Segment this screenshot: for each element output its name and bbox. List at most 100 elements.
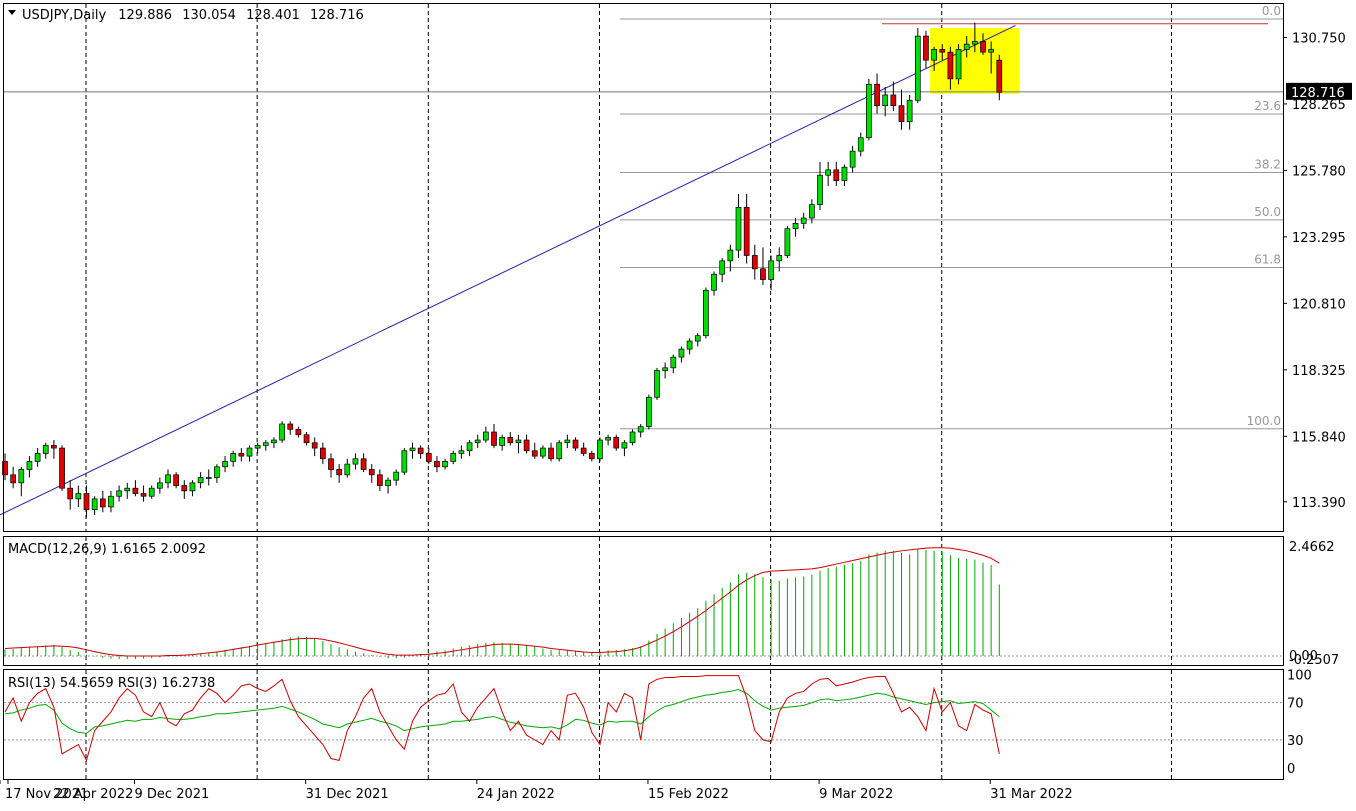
candle[interactable] — [800, 212, 807, 229]
candle[interactable] — [580, 442, 587, 457]
candle[interactable] — [214, 464, 220, 483]
trendline[interactable] — [0, 24, 1016, 520]
candle[interactable] — [26, 456, 33, 478]
candle[interactable] — [230, 450, 237, 467]
candle[interactable] — [42, 442, 49, 459]
candle[interactable] — [377, 469, 383, 491]
candle[interactable] — [483, 426, 489, 443]
candle[interactable] — [963, 36, 970, 58]
price-pane[interactable]: 0.0 23.6 38.2 50.0 61.8 100.0 — [0, 4, 1283, 520]
candle[interactable] — [434, 456, 440, 473]
candle[interactable] — [686, 338, 693, 355]
candle[interactable] — [923, 30, 929, 69]
candle[interactable] — [866, 78, 872, 141]
candle[interactable] — [254, 442, 261, 454]
candle[interactable] — [703, 287, 709, 339]
candle[interactable] — [148, 485, 155, 499]
price-axis[interactable]: 130.750 128.265 125.780 123.295 120.810 118.3… — [1283, 31, 1352, 511]
candle[interactable] — [140, 485, 147, 502]
candle[interactable] — [874, 73, 880, 114]
candle[interactable] — [588, 450, 595, 462]
candle[interactable] — [996, 54, 1003, 101]
candle[interactable] — [246, 445, 253, 462]
candle[interactable] — [157, 477, 163, 494]
candle[interactable] — [417, 445, 424, 459]
candle[interactable] — [189, 480, 196, 497]
candle[interactable] — [466, 440, 473, 457]
candle[interactable] — [51, 440, 57, 459]
candle[interactable] — [287, 421, 294, 435]
candle[interactable] — [548, 442, 554, 462]
candle[interactable] — [947, 46, 954, 90]
candle[interactable] — [792, 218, 799, 237]
candle[interactable] — [637, 423, 644, 438]
candle[interactable] — [295, 426, 302, 438]
candle[interactable] — [629, 429, 636, 446]
candle[interactable] — [768, 255, 774, 291]
candle[interactable] — [59, 445, 65, 491]
candle[interactable] — [654, 367, 660, 400]
candle[interactable] — [352, 453, 359, 470]
candle[interactable] — [303, 432, 310, 446]
candle[interactable] — [784, 226, 791, 259]
candle[interactable] — [572, 437, 579, 451]
candle[interactable] — [564, 434, 571, 449]
candle[interactable] — [678, 346, 685, 363]
candle[interactable] — [817, 161, 823, 210]
candle[interactable] — [18, 466, 25, 497]
candle[interactable] — [727, 244, 734, 272]
candle[interactable] — [841, 164, 848, 186]
candle[interactable] — [556, 440, 563, 462]
candle[interactable] — [205, 469, 212, 486]
candle[interactable] — [165, 469, 171, 489]
macd-signal-line[interactable] — [4, 547, 1000, 657]
candle[interactable] — [450, 450, 457, 465]
candle[interactable] — [197, 472, 204, 489]
candle[interactable] — [34, 448, 41, 467]
candle[interactable] — [336, 464, 342, 483]
macd-pane[interactable]: 2.4662 0.00-0.2507 — [4, 540, 1339, 668]
candle[interactable] — [531, 442, 538, 459]
candle[interactable] — [931, 46, 937, 71]
candle[interactable] — [344, 458, 351, 478]
candle[interactable] — [597, 437, 603, 462]
candle[interactable] — [409, 442, 416, 459]
candle[interactable] — [491, 423, 497, 449]
candle[interactable] — [540, 445, 546, 459]
candle[interactable] — [67, 480, 74, 510]
candle[interactable] — [173, 472, 179, 489]
candle[interactable] — [825, 161, 832, 186]
candle[interactable] — [735, 193, 742, 259]
candle[interactable] — [833, 161, 840, 186]
candle[interactable] — [116, 485, 122, 502]
candle[interactable] — [670, 354, 677, 374]
candle[interactable] — [393, 469, 400, 486]
candle[interactable] — [2, 453, 8, 481]
candle[interactable] — [328, 453, 334, 478]
candle[interactable] — [751, 244, 758, 280]
candle[interactable] — [108, 490, 114, 513]
candle[interactable] — [401, 448, 408, 475]
candle[interactable] — [458, 445, 465, 459]
candle[interactable] — [743, 193, 750, 264]
candle[interactable] — [760, 247, 766, 285]
rsi3-line[interactable] — [4, 675, 1000, 762]
candle[interactable] — [385, 477, 391, 494]
candle[interactable] — [939, 44, 946, 61]
candle[interactable] — [515, 434, 522, 454]
candle[interactable] — [132, 480, 139, 497]
candle[interactable] — [181, 480, 188, 499]
candle[interactable] — [882, 86, 889, 117]
candle[interactable] — [320, 442, 326, 465]
candle[interactable] — [474, 434, 481, 449]
candle[interactable] — [711, 271, 717, 296]
candle[interactable] — [906, 94, 913, 130]
candle[interactable] — [262, 440, 269, 451]
candle[interactable] — [91, 496, 98, 515]
candle[interactable] — [368, 464, 375, 483]
candle[interactable] — [99, 490, 106, 513]
candle[interactable] — [124, 482, 131, 499]
time-axis[interactable]: 17 Nov 2021 9 Dec 2021 31 Dec 2021 24 Jan 2… — [0, 780, 1073, 802]
candle[interactable] — [507, 432, 514, 446]
